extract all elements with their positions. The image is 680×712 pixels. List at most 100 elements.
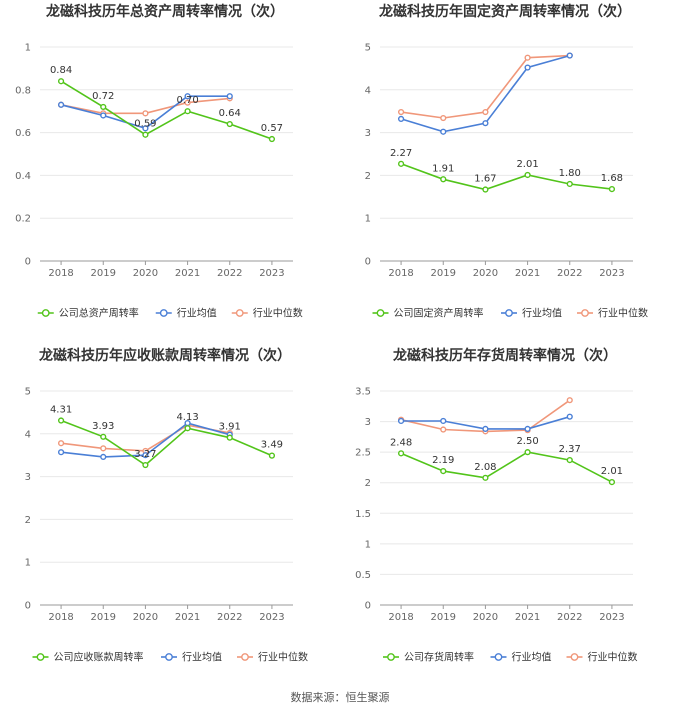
y-tick-label: 1 — [365, 539, 371, 550]
data-point — [142, 110, 149, 117]
legend-label: 公司存货周转率 — [404, 651, 474, 664]
data-label: 0.84 — [50, 65, 72, 76]
y-tick-label: 1 — [25, 43, 31, 54]
legend-label: 行业均值 — [177, 307, 217, 320]
legend-label: 行业中位数 — [598, 307, 648, 320]
data-point — [440, 176, 447, 183]
data-label: 0.70 — [176, 95, 198, 106]
data-point — [440, 114, 447, 122]
x-tick-label: 2023 — [599, 268, 624, 279]
data-point — [397, 160, 405, 167]
data-point — [226, 120, 233, 128]
legend-marker — [376, 309, 385, 317]
legend-marker — [241, 653, 249, 661]
chart-svg: 龙磁科技历年应收账款周转率情况（次） 0 1 2 3 4 5 2018 2019 2020 2021… — [25, 347, 308, 664]
data-point — [57, 78, 65, 85]
legend-marker — [570, 653, 579, 661]
data-point — [226, 434, 233, 441]
data-point — [524, 64, 531, 71]
data-point — [397, 108, 405, 116]
data-label: 1.67 — [474, 174, 496, 185]
y-tick-label: 0.4 — [15, 171, 31, 182]
legend-marker — [36, 653, 45, 661]
legend-marker — [235, 309, 244, 317]
data-label: 2.19 — [432, 455, 454, 466]
series-line — [60, 80, 273, 140]
x-tick-label: 2022 — [217, 268, 242, 279]
data-point — [566, 397, 573, 404]
data-point — [142, 461, 149, 469]
y-tick-label: 3.5 — [355, 387, 371, 398]
x-tick-label: 2020 — [473, 612, 498, 623]
data-point — [397, 417, 405, 425]
y-tick-label: 3 — [365, 417, 371, 428]
y-tick-label: 3 — [25, 472, 31, 483]
series-line — [60, 419, 273, 467]
fixed-asset-turnover-chart: 龙磁科技历年固定资产周转率情况（次） 0 1 2 3 4 5 2018 2019 2020 2021… — [340, 0, 680, 340]
x-tick-label: 2023 — [259, 612, 284, 623]
legend-marker — [165, 653, 173, 661]
data-point — [482, 474, 489, 481]
data-label: 3.91 — [219, 422, 241, 433]
x-tick-label: 2021 — [175, 612, 200, 623]
y-tick-label: 2.5 — [355, 448, 371, 459]
data-point — [184, 99, 191, 106]
legend-label: 行业中位数 — [588, 651, 638, 664]
data-point — [566, 180, 573, 188]
legend-label: 行业均值 — [512, 651, 552, 664]
legend-label: 行业均值 — [522, 307, 562, 320]
x-tick-label: 2020 — [473, 268, 498, 279]
data-point — [440, 417, 447, 425]
chart-title: 龙磁科技历年固定资产周转率情况（次） — [378, 3, 631, 20]
legend-marker — [505, 309, 513, 317]
total-asset-turnover-chart: 龙磁科技历年总资产周转率情况（次） 0 0.2 0.4 0.6 0.8 1 2018 2019 2… — [0, 0, 340, 340]
data-label: 0.57 — [261, 123, 283, 134]
data-label: 2.27 — [390, 148, 412, 159]
data-point — [524, 54, 531, 61]
y-tick-label: 1.5 — [355, 509, 371, 520]
series-line — [61, 424, 230, 452]
data-point — [440, 467, 447, 475]
x-tick-label: 2022 — [557, 268, 582, 279]
data-label: 2.37 — [559, 444, 581, 455]
x-tick-label: 2019 — [431, 612, 456, 623]
data-point — [57, 449, 65, 456]
y-tick-label: 0.5 — [355, 570, 371, 581]
y-tick-label: 1 — [25, 558, 31, 569]
y-tick-label: 0 — [365, 601, 371, 612]
data-source-label: 数据来源：恒生聚源 — [290, 691, 390, 704]
data-point — [524, 171, 531, 179]
y-tick-label: 2 — [365, 171, 371, 182]
x-tick-label: 2018 — [388, 268, 413, 279]
data-point — [57, 417, 65, 424]
data-label: 0.72 — [92, 91, 114, 102]
chart-svg: 龙磁科技历年总资产周转率情况（次） 0 0.2 0.4 0.6 0.8 1 2018 2019 2… — [15, 3, 303, 320]
data-label: 3.49 — [261, 440, 283, 451]
data-label: 0.59 — [134, 119, 156, 130]
legend-marker — [581, 309, 589, 317]
data-label: 4.31 — [50, 405, 72, 416]
data-label: 3.93 — [92, 421, 114, 432]
legend-marker — [387, 653, 395, 661]
x-tick-label: 2019 — [91, 268, 116, 279]
y-tick-label: 3 — [365, 128, 371, 139]
x-tick-label: 2021 — [515, 268, 540, 279]
data-point — [57, 101, 65, 108]
legend-label: 行业均值 — [182, 651, 222, 664]
y-tick-label: 0 — [25, 601, 31, 612]
y-tick-label: 4 — [25, 429, 31, 440]
x-tick-label: 2018 — [48, 612, 73, 623]
series-line — [400, 54, 570, 119]
data-point — [268, 135, 276, 143]
inventory-turnover-chart: 龙磁科技历年存货周转率情况（次） 0 0.5 1 1.5 2 2.5 3 3.5 2018 2019… — [340, 344, 680, 684]
data-point — [566, 52, 573, 59]
data-point — [397, 115, 405, 123]
data-label: 0.64 — [219, 108, 241, 119]
x-tick-label: 2018 — [388, 612, 413, 623]
x-tick-label: 2023 — [599, 612, 624, 623]
legend-marker — [41, 309, 50, 317]
x-tick-label: 2019 — [91, 612, 116, 623]
data-label: 1.80 — [559, 168, 581, 179]
y-tick-label: 1 — [365, 214, 371, 225]
legend-marker — [494, 653, 503, 661]
